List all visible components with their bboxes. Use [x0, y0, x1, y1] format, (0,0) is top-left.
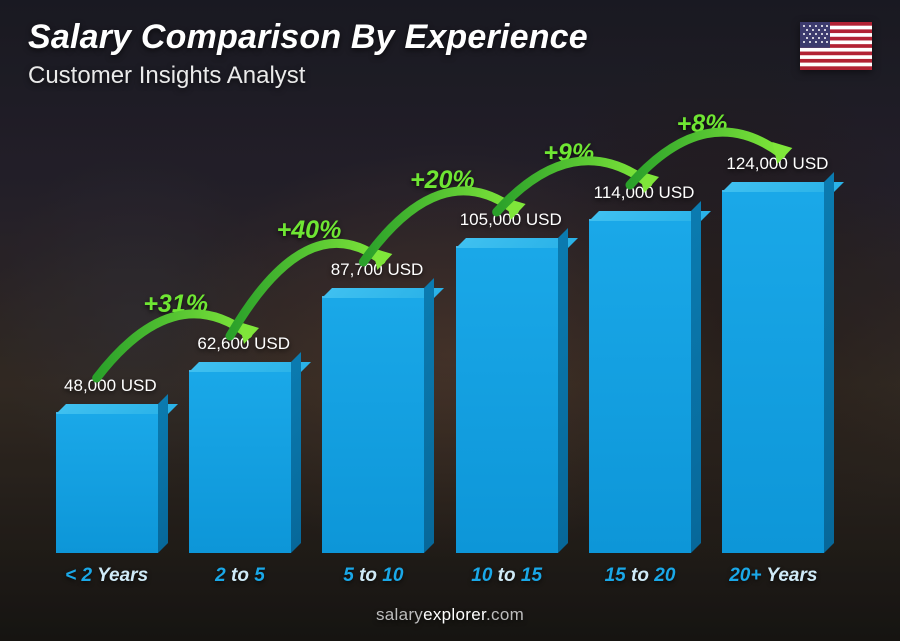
bar-category-label: 15 to 20 — [605, 565, 676, 587]
increase-arc — [230, 243, 381, 336]
bar-category-label: 2 to 5 — [215, 565, 265, 587]
chart-subtitle: Customer Insights Analyst — [28, 62, 305, 90]
bar-chart: 48,000 USD< 2 Years62,600 USD2 to 587,70… — [40, 120, 840, 553]
chart-title: Salary Comparison By Experience — [28, 18, 588, 57]
increase-arrowhead-icon — [239, 322, 259, 344]
footer-attribution: salaryexplorer.com — [0, 605, 900, 625]
increase-arc — [97, 314, 248, 378]
bar-category-label: 10 to 15 — [471, 565, 542, 587]
flag-us-icon — [800, 22, 872, 70]
footer-suffix: explorer — [423, 605, 486, 624]
infographic-container: Salary Comparison By Experience Customer… — [0, 0, 900, 641]
increase-arc — [363, 191, 514, 262]
increase-arrowhead-icon — [772, 142, 792, 164]
bar-category-label: < 2 Years — [65, 565, 148, 587]
footer-prefix: salary — [376, 605, 423, 624]
bar-category-label: 20+ Years — [729, 565, 817, 587]
bar-category-label: 5 to 10 — [343, 565, 403, 587]
footer-domain: .com — [486, 605, 524, 624]
arc-overlay — [40, 120, 840, 553]
